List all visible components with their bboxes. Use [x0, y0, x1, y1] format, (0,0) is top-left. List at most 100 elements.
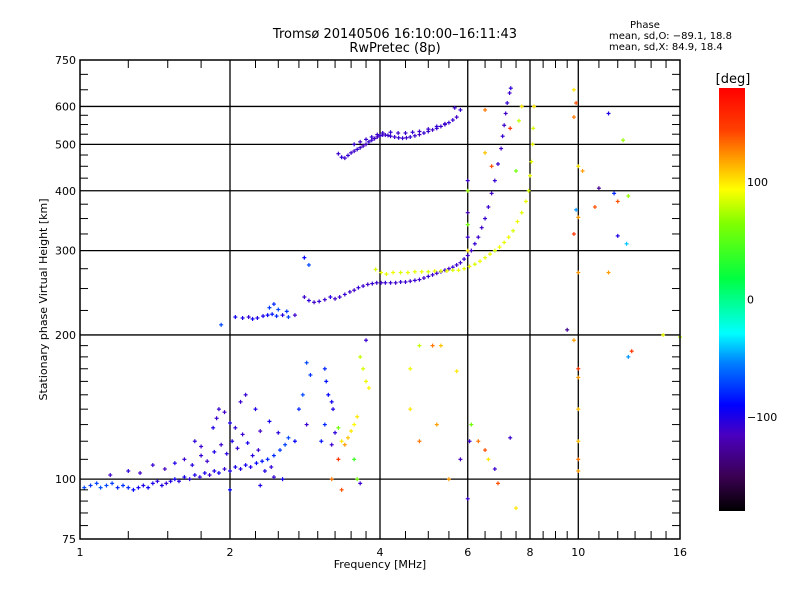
x-tick-label: 4	[377, 546, 384, 559]
data-point	[508, 126, 513, 131]
data-point	[492, 248, 497, 253]
data-point	[358, 481, 363, 486]
colorbar-label: [deg]	[716, 72, 751, 87]
data-point	[372, 136, 377, 141]
data-point	[576, 164, 581, 169]
data-point	[347, 289, 352, 294]
data-point	[434, 271, 439, 276]
data-point	[369, 134, 374, 139]
data-point	[182, 457, 187, 462]
data-point	[483, 107, 488, 112]
data-point	[375, 132, 380, 137]
data-point	[329, 442, 334, 447]
data-point	[476, 235, 481, 240]
data-point	[576, 215, 581, 220]
data-point	[434, 422, 439, 427]
data-point	[615, 199, 620, 204]
data-point	[500, 134, 505, 139]
data-point	[469, 422, 474, 427]
data-point	[364, 379, 369, 384]
data-point	[276, 430, 281, 435]
data-point	[358, 354, 363, 359]
data-point	[271, 302, 276, 307]
plot-frame	[79, 59, 681, 540]
data-point	[207, 473, 212, 478]
data-point	[190, 463, 195, 468]
data-point	[378, 133, 382, 138]
stats-x-mode: mean, sd,X: 84.9, 18.4	[609, 42, 723, 53]
data-point	[576, 375, 581, 380]
data-point	[438, 268, 443, 273]
data-point	[364, 142, 369, 147]
data-point	[216, 407, 221, 412]
data-point	[267, 305, 272, 310]
data-point	[528, 173, 532, 178]
data-point	[398, 270, 403, 275]
data-point	[530, 142, 535, 147]
data-point	[141, 483, 146, 488]
data-point	[446, 120, 451, 125]
data-point	[352, 288, 357, 293]
data-point	[497, 245, 502, 250]
data-point	[574, 100, 579, 105]
data-point	[286, 435, 291, 440]
data-point	[219, 442, 224, 447]
data-point	[308, 372, 313, 377]
data-point	[489, 191, 494, 196]
data-point	[446, 477, 451, 482]
data-point	[339, 487, 344, 492]
data-point	[391, 270, 396, 275]
data-point	[565, 327, 570, 332]
data-point	[336, 425, 341, 430]
data-point	[430, 272, 435, 277]
data-point	[571, 338, 576, 343]
colorbar: [deg] 100 0 −100	[716, 72, 777, 511]
data-point	[246, 315, 251, 320]
data-point	[258, 429, 263, 434]
data-point	[322, 366, 327, 371]
data-point	[576, 270, 581, 275]
data-point	[438, 343, 443, 348]
data-point	[205, 459, 210, 464]
y-tick-label: 500	[55, 138, 76, 151]
data-point	[596, 186, 601, 191]
data-point	[432, 268, 437, 273]
data-point	[421, 275, 426, 280]
data-point	[574, 207, 579, 212]
data-point	[254, 461, 259, 466]
y-tick-label: 400	[55, 185, 76, 198]
data-point	[458, 457, 463, 462]
data-point	[576, 407, 581, 412]
data-point	[576, 457, 581, 462]
data-point	[337, 295, 342, 300]
data-point	[383, 280, 388, 285]
data-point	[238, 467, 243, 472]
colorbar-tick-label: 100	[747, 176, 768, 189]
data-point	[621, 138, 626, 143]
chart-subtitle: RwPretec (8p)	[349, 41, 441, 56]
data-point	[211, 425, 216, 430]
data-point	[345, 435, 350, 440]
data-point	[373, 267, 378, 272]
data-point	[366, 139, 371, 144]
y-tick-label: 750	[55, 54, 76, 67]
data-point	[98, 485, 103, 490]
data-point	[458, 107, 463, 112]
data-point	[333, 430, 338, 435]
data-point	[233, 465, 238, 470]
data-point	[476, 439, 481, 444]
data-point	[274, 314, 279, 319]
data-point	[292, 439, 297, 444]
data-point	[355, 147, 360, 152]
data-point	[300, 392, 305, 397]
data-point	[302, 255, 307, 260]
data-point	[410, 130, 415, 135]
data-point	[444, 268, 449, 273]
stats-o-mode: mean, sd,O: −89.1, 18.8	[609, 31, 732, 42]
data-point	[352, 142, 357, 147]
data-point	[228, 420, 232, 425]
data-point	[168, 479, 173, 484]
data-point	[361, 144, 366, 149]
axes: 1 2 4 6 8 10 16 75 100 200 300 400 500 600 750	[55, 54, 687, 559]
data-point	[212, 449, 217, 454]
